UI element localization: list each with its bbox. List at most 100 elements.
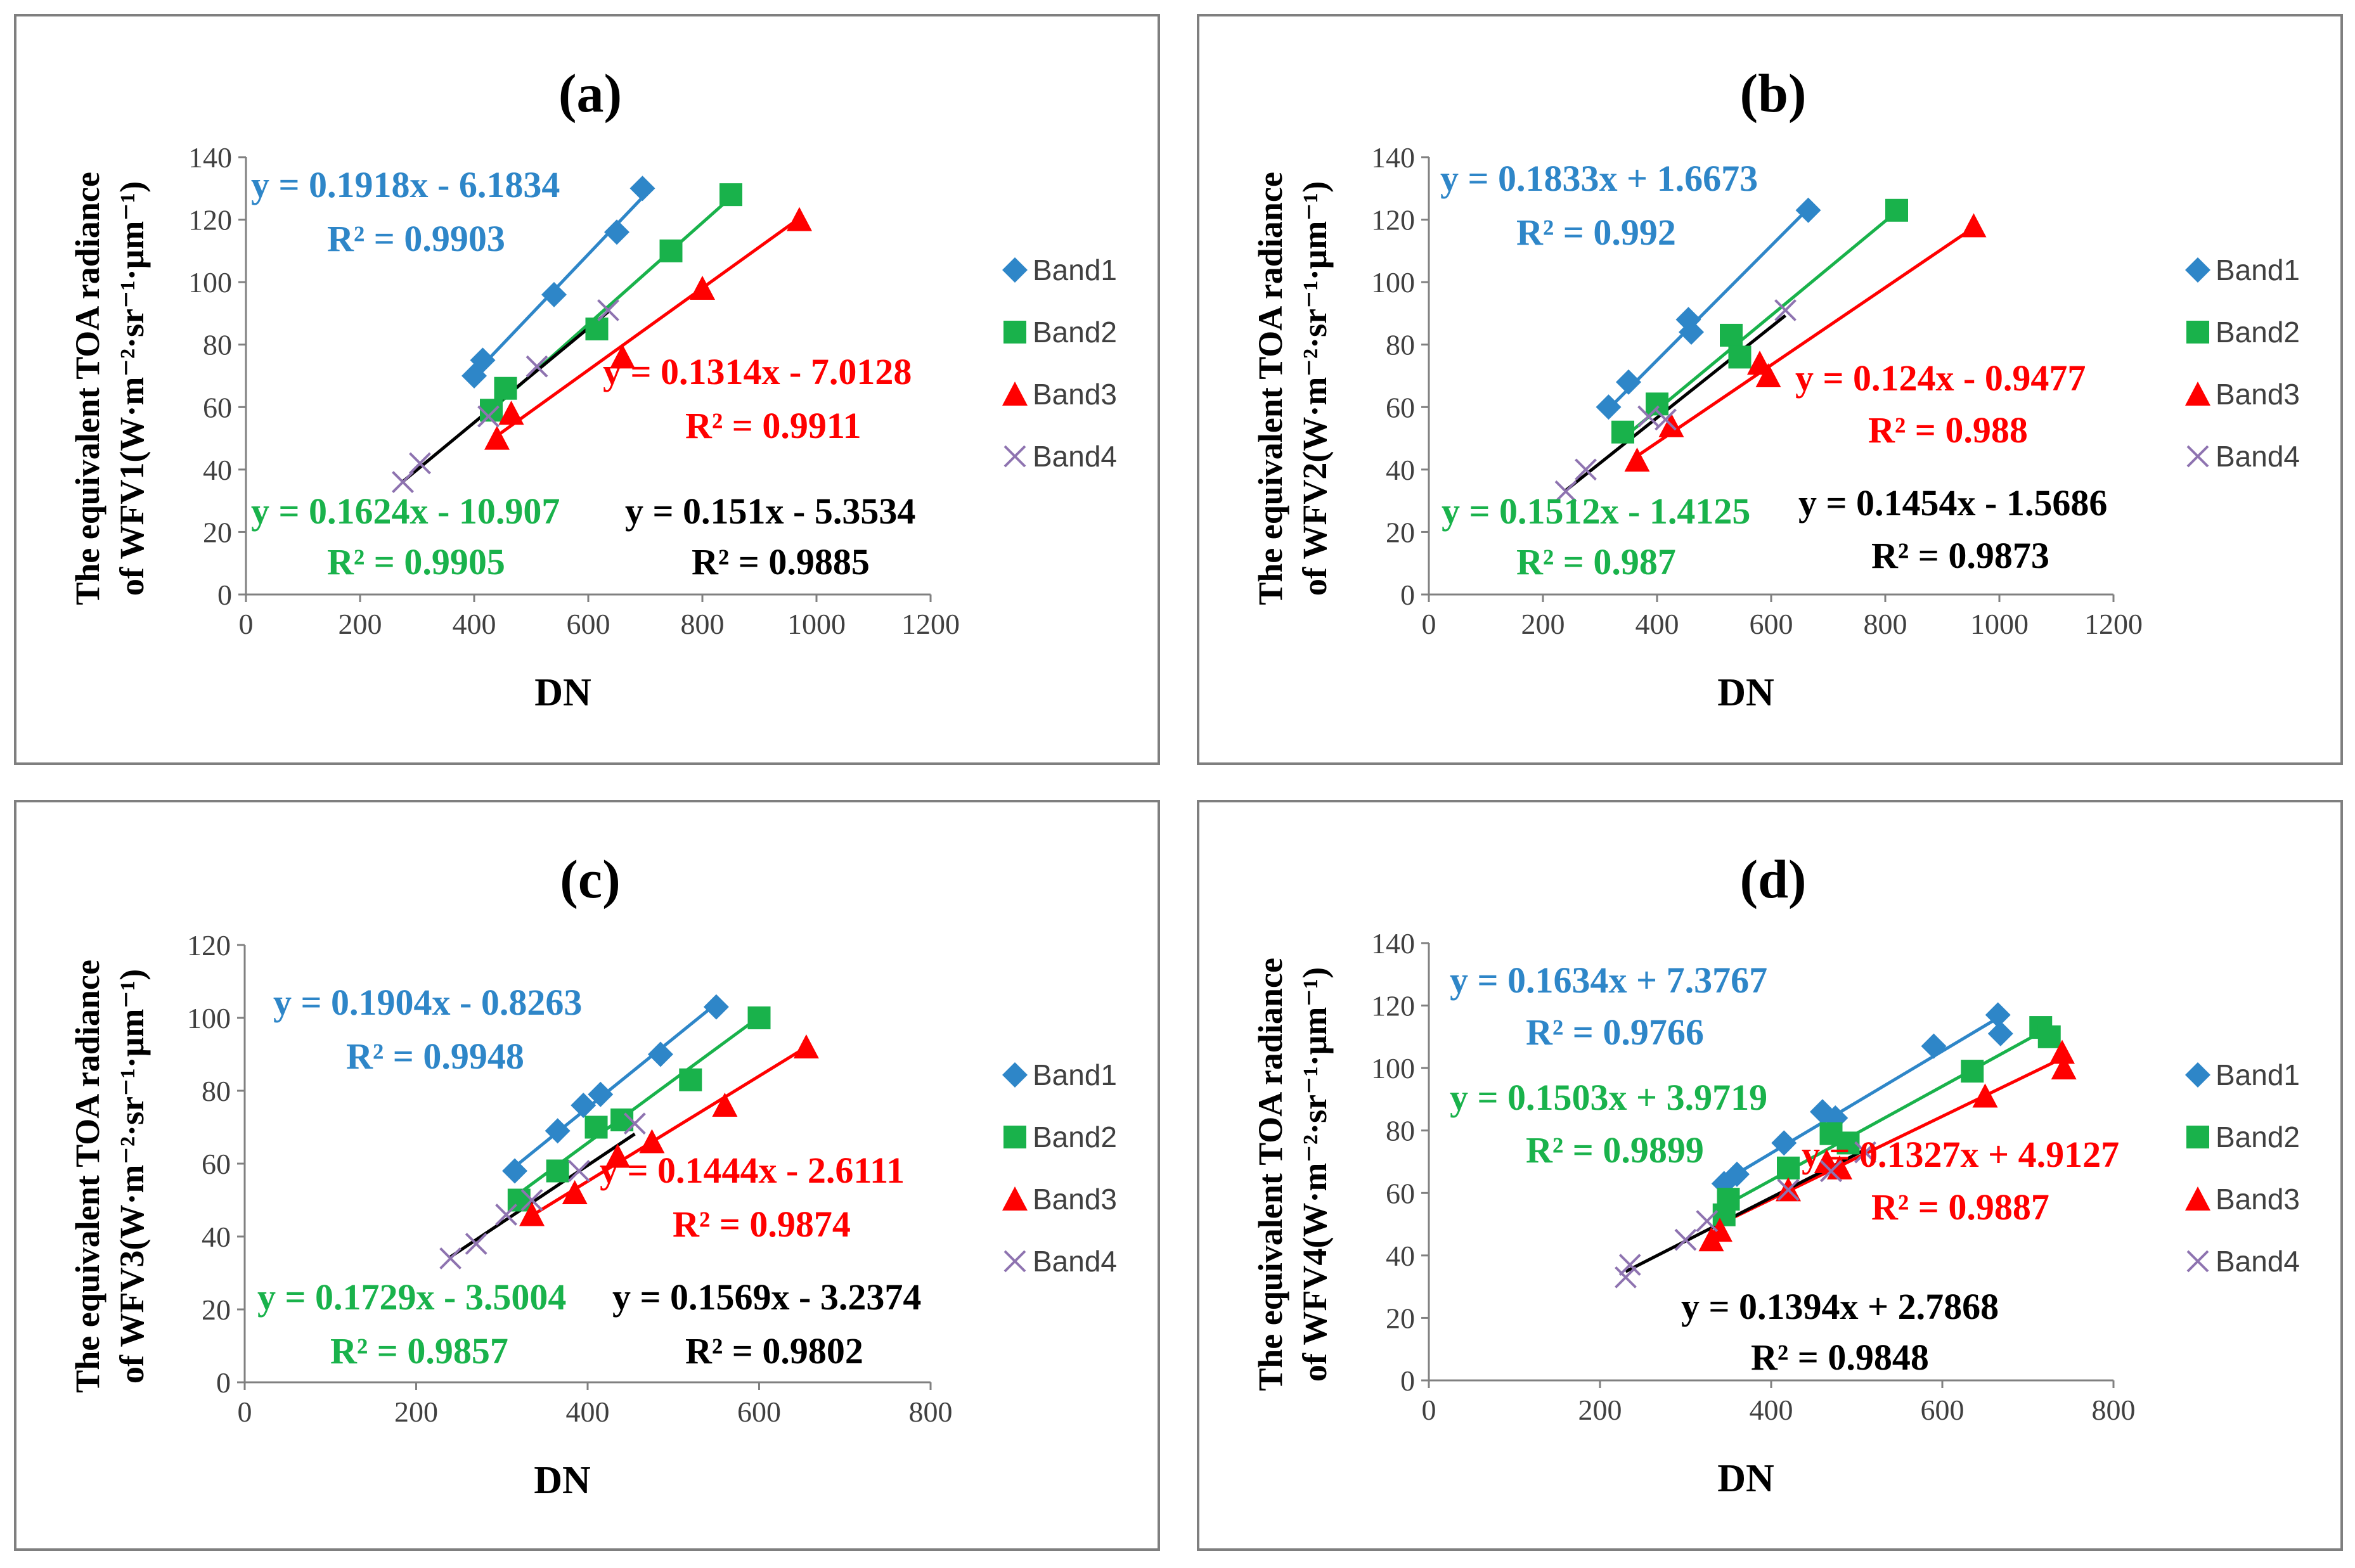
series-band4 xyxy=(439,1112,646,1269)
panel-d: (d) 0 20 40 60 80 100 120 140 0 200 400 600 800 DN The … xyxy=(1197,800,2343,1551)
y-tick-label: 140 xyxy=(188,141,232,174)
x-tick-label: 800 xyxy=(1864,608,1907,640)
r2-band2: R² = 0.9857 xyxy=(330,1330,508,1372)
point-band4 xyxy=(465,1233,487,1255)
x-tick-label: 400 xyxy=(1636,608,1679,640)
x-tick-label: 600 xyxy=(1750,608,1793,640)
legend-marker-band2 xyxy=(1003,1126,1026,1148)
y-tick-label: 120 xyxy=(1371,204,1415,236)
series-band4 xyxy=(392,299,619,493)
trendline-band1 xyxy=(1607,207,1810,410)
equation-band1: y = 0.1634x + 7.3767 xyxy=(1450,960,1767,1001)
legend-marker-band2 xyxy=(1003,321,1026,344)
point-band4 xyxy=(526,355,548,378)
x-tick-label: 200 xyxy=(339,608,382,640)
y-tick-label: 80 xyxy=(1386,329,1415,361)
x-tick-label: 200 xyxy=(1521,608,1565,640)
y-tick-label: 140 xyxy=(1371,141,1415,174)
y-tick-label: 120 xyxy=(188,204,232,236)
legend-label-band1: Band1 xyxy=(2216,254,2300,286)
r2-band1: R² = 0.9948 xyxy=(346,1036,524,1077)
equation-band4: y = 0.1394x + 2.7868 xyxy=(1681,1286,1999,1327)
r2-band2: R² = 0.9899 xyxy=(1526,1129,1704,1171)
legend-label-band3: Band3 xyxy=(2216,378,2300,411)
chart-d-svg: (d) 0 20 40 60 80 100 120 140 0 200 400 600 800 DN The … xyxy=(1251,849,2300,1500)
point-band1 xyxy=(571,1093,597,1118)
point-band1 xyxy=(545,1118,571,1144)
y-tick-label: 0 xyxy=(217,579,232,611)
r2-band4: R² = 0.9848 xyxy=(1751,1337,1929,1378)
y-axis-title-line1: The equivalent TOA radiance xyxy=(1251,958,1289,1391)
point-band4 xyxy=(1575,458,1597,481)
legend-marker-band4 xyxy=(1003,445,1026,468)
legend: Band1 Band2 Band3 Band4 xyxy=(2185,1058,2300,1278)
legend-marker-band1 xyxy=(1002,257,1028,283)
x-tick-label: 0 xyxy=(1422,1394,1436,1426)
x-tick-label: 400 xyxy=(1750,1394,1793,1426)
point-band4 xyxy=(495,1204,517,1226)
r2-band3: R² = 0.9887 xyxy=(1871,1186,2049,1228)
r2-band2: R² = 0.987 xyxy=(1516,541,1676,582)
y-tick-label: 60 xyxy=(202,1148,231,1180)
panel-c: (c) 0 20 40 60 80 100 120 0 200 400 600 800 DN The equ… xyxy=(14,800,1160,1551)
panel-b: (b) 0 20 40 60 80 100 120 140 0 200 400 600 800 1000 12… xyxy=(1197,14,2343,765)
equation-band2: y = 0.1512x - 1.4125 xyxy=(1442,491,1750,532)
point-band2 xyxy=(546,1159,569,1183)
series-band2 xyxy=(507,1006,771,1212)
legend-marker-band3 xyxy=(2185,1186,2210,1211)
point-band4 xyxy=(1774,299,1797,321)
point-band3 xyxy=(1972,1083,1998,1108)
point-band1 xyxy=(1987,1020,2013,1046)
point-band1 xyxy=(629,176,655,202)
point-band3 xyxy=(484,425,510,450)
x-axis-title: DN xyxy=(1717,671,1774,714)
point-band4 xyxy=(1655,408,1677,431)
panel-a: (a) 0 20 40 60 80 100 120 140 0 200 400 600 800 1000 12… xyxy=(14,14,1160,765)
point-band3 xyxy=(2051,1055,2077,1080)
point-band3 xyxy=(1814,1149,1840,1173)
legend-marker-band4 xyxy=(2186,1250,2209,1273)
point-band2 xyxy=(1611,420,1634,444)
x-tick-label: 600 xyxy=(1921,1394,1965,1426)
legend-marker-band1 xyxy=(1002,1062,1028,1088)
y-tick-label: 120 xyxy=(187,929,231,961)
point-band3 xyxy=(1707,1218,1732,1242)
series-band1 xyxy=(502,994,729,1184)
legend: Band1 Band2 Band3 Band4 xyxy=(1002,1058,1117,1278)
equation-band3: y = 0.1444x - 2.6111 xyxy=(600,1150,905,1191)
point-band2 xyxy=(1777,1156,1800,1179)
point-band4 xyxy=(1854,1141,1876,1164)
legend-marker-band3 xyxy=(1002,382,1028,406)
point-band3 xyxy=(605,1143,631,1168)
chart-title: (a) xyxy=(558,63,622,124)
equation-band1: y = 0.1918x - 6.1834 xyxy=(251,164,560,205)
y-tick-label: 80 xyxy=(202,1075,231,1107)
legend-label-band4: Band4 xyxy=(2216,440,2300,473)
point-band4 xyxy=(623,1112,646,1135)
y-axis-title-line1: The equivalent TOA radiance xyxy=(68,960,106,1393)
chart-title: (c) xyxy=(560,849,620,909)
point-band3 xyxy=(562,1180,588,1204)
equation-band2: y = 0.1729x - 3.5004 xyxy=(257,1276,566,1318)
point-band3 xyxy=(712,1093,738,1117)
legend-label-band1: Band1 xyxy=(1033,1058,1117,1091)
y-tick-label: 40 xyxy=(203,454,232,486)
point-band3 xyxy=(498,401,524,425)
legend-marker-band2 xyxy=(2186,1126,2209,1148)
legend-marker-band4 xyxy=(2186,445,2209,468)
x-axis-title: DN xyxy=(534,671,591,714)
legend-label-band2: Band2 xyxy=(1033,316,1117,349)
y-tick-label: 100 xyxy=(188,266,232,299)
point-band3 xyxy=(639,1129,665,1154)
r2-band3: R² = 0.9911 xyxy=(685,405,861,446)
equation-band2: y = 0.1624x - 10.907 xyxy=(251,491,560,532)
point-band4 xyxy=(1777,1178,1800,1201)
legend-label-band1: Band1 xyxy=(1033,254,1117,286)
r2-band1: R² = 0.992 xyxy=(1516,212,1676,253)
series-band1 xyxy=(461,176,655,389)
point-band2 xyxy=(2037,1025,2061,1048)
point-band4 xyxy=(1554,480,1577,503)
point-band1 xyxy=(502,1158,528,1184)
y-axis-title-line2: of WFV2(W·m⁻²·sr⁻¹·μm⁻¹) xyxy=(1296,181,1334,596)
y-tick-label: 100 xyxy=(1371,266,1415,299)
